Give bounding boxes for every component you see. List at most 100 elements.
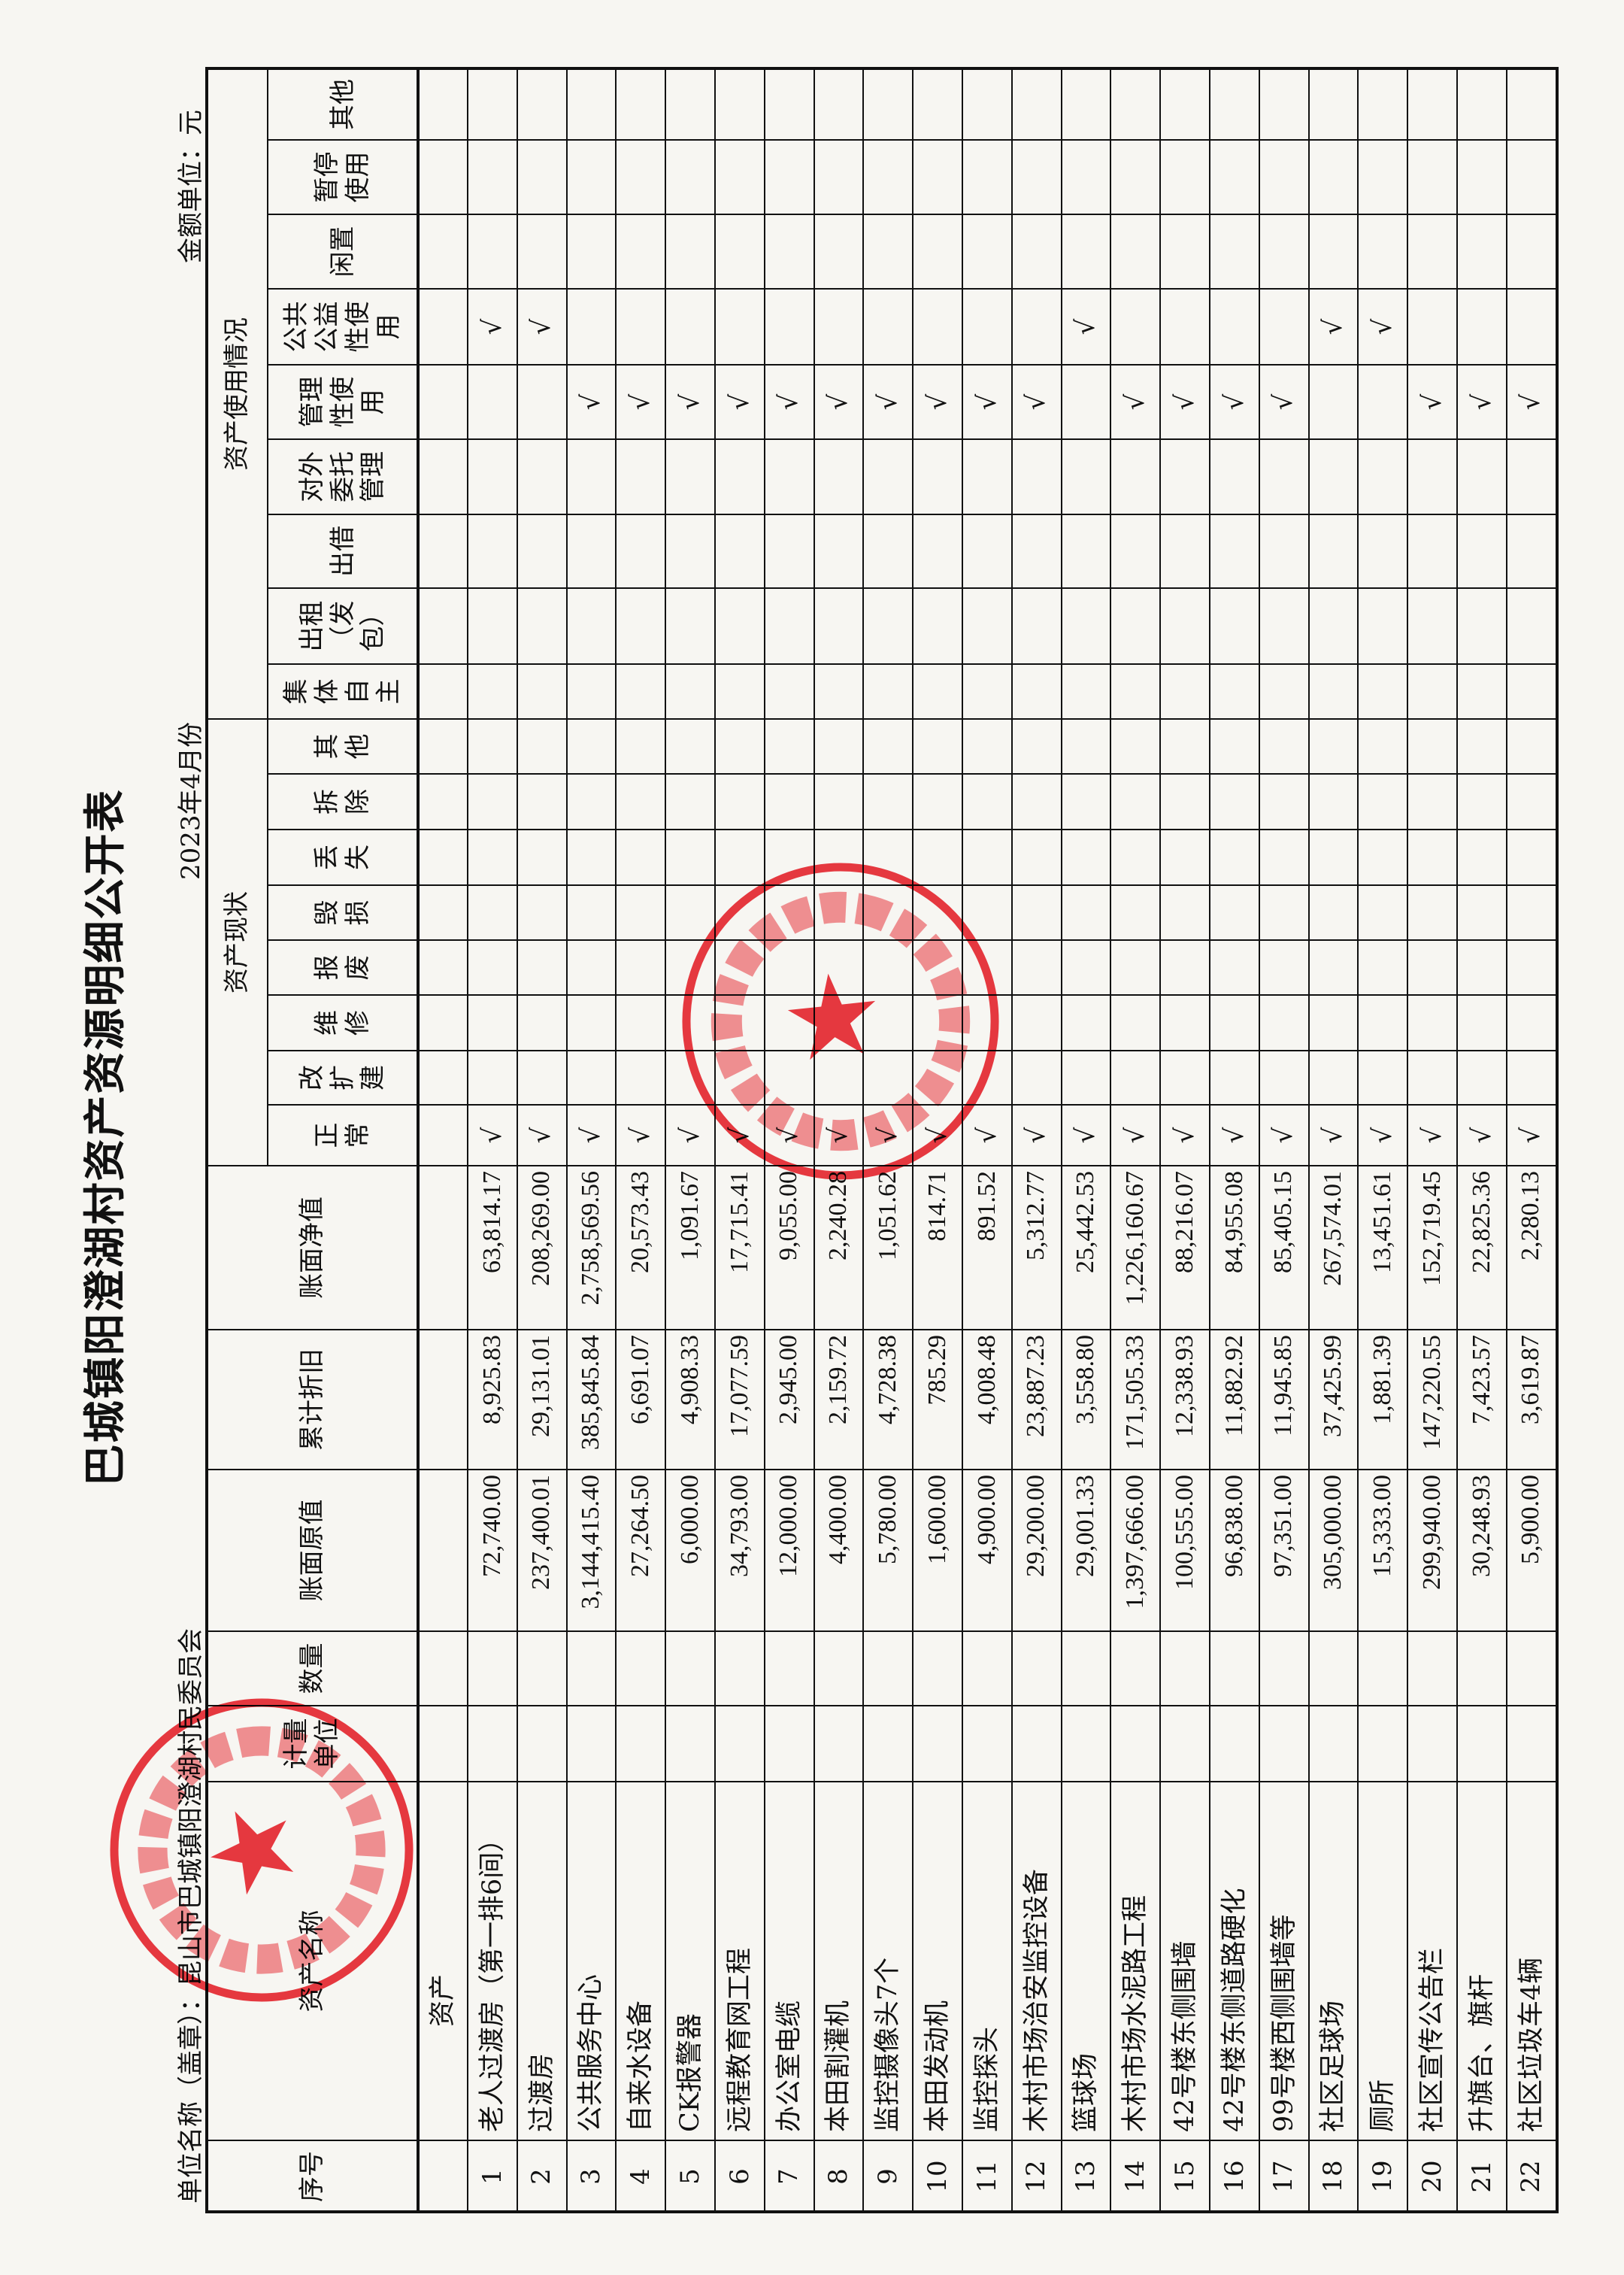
table-row-11-original-text: 4,900.00 bbox=[972, 1475, 1001, 1564]
table-row-10-usage-empty bbox=[914, 68, 963, 139]
category-row-name: 资产 bbox=[419, 1781, 468, 2140]
header-unit: 计量单位 bbox=[207, 1705, 419, 1781]
table-row-16-unit bbox=[1210, 1705, 1260, 1781]
table-row-1-original-text: 72,740.00 bbox=[477, 1475, 506, 1577]
header-depreciation: 累计折旧 bbox=[207, 1329, 419, 1469]
table-row-17-usage-empty bbox=[1259, 587, 1310, 663]
table-row-3-usage-empty bbox=[567, 68, 617, 139]
table-row-15-name-text: 42号楼东侧围墙 bbox=[1170, 1940, 1201, 2132]
table-row-22-seq: 22 bbox=[1507, 2140, 1557, 2212]
table-row-3-original: 3,144,415.40 bbox=[567, 1469, 617, 1630]
table-row-20-qty bbox=[1408, 1630, 1458, 1705]
table-row-11-usage-empty bbox=[963, 68, 1013, 139]
table-row-11-depreciation: 4,008.48 bbox=[963, 1329, 1013, 1469]
table-row-22-usage-empty bbox=[1507, 514, 1557, 587]
category-row-empty bbox=[419, 364, 468, 438]
table-row-6-depreciation: 17,077.59 bbox=[716, 1329, 765, 1469]
table-row-8-status-empty bbox=[814, 773, 865, 829]
category-row-empty bbox=[419, 1104, 468, 1165]
table-row-18-net-text: 267,574.01 bbox=[1319, 1171, 1347, 1286]
table-row-2-status-empty bbox=[517, 718, 568, 773]
table-row-9-seq: 9 bbox=[864, 2140, 914, 2212]
table-row-2-original-text: 237,400.01 bbox=[527, 1475, 556, 1590]
category-row-empty bbox=[419, 214, 468, 288]
table-row-16-net: 84,955.08 bbox=[1210, 1165, 1260, 1329]
table-row-22-status-empty bbox=[1507, 829, 1557, 884]
table-row-21-status-empty bbox=[1458, 718, 1507, 773]
table-row-19-name-text: 厕所 bbox=[1368, 2079, 1398, 2132]
table-row-17-usage-empty bbox=[1259, 438, 1310, 514]
table-row-15-usage-empty bbox=[1161, 587, 1210, 663]
table-row-9-status-empty bbox=[864, 773, 914, 829]
table-row-22-status-empty bbox=[1507, 1050, 1557, 1104]
table-row-7-status-empty bbox=[765, 994, 815, 1050]
category-row-empty bbox=[419, 2140, 468, 2212]
table-row-14-usage-check-text: √ bbox=[1120, 393, 1150, 411]
table-row-12-usage-empty bbox=[1012, 288, 1062, 364]
table-row-17-name-text: 99号楼西侧围墙等 bbox=[1268, 1914, 1299, 2132]
table-row-16-usage-empty bbox=[1210, 68, 1260, 139]
table-row-7-depreciation-text: 2,945.00 bbox=[774, 1335, 803, 1424]
table-row-17-original: 97,351.00 bbox=[1259, 1469, 1310, 1630]
table-row-18-usage-empty bbox=[1309, 139, 1359, 214]
table-row-9-usage-check-text: √ bbox=[872, 393, 903, 411]
table-row-6-original-text: 34,793.00 bbox=[725, 1475, 753, 1577]
table-row-6-usage-empty bbox=[716, 663, 765, 718]
table-row-11-status-empty bbox=[963, 773, 1013, 829]
table-row-21-usage-empty bbox=[1458, 288, 1507, 364]
table-row-3-qty bbox=[567, 1630, 617, 1705]
table-row-2-status-empty bbox=[517, 1050, 568, 1104]
table-row-14-seq: 14 bbox=[1111, 2140, 1162, 2212]
table-row-8-usage-empty bbox=[814, 514, 865, 587]
table-row-15-usage-empty bbox=[1161, 663, 1210, 718]
table-row-15-status-check: √ bbox=[1161, 1104, 1210, 1165]
table-row-21-usage-check-text: √ bbox=[1466, 393, 1497, 411]
table-row-4-status-empty bbox=[617, 718, 667, 773]
table-row-10-usage-check: √ bbox=[914, 364, 963, 438]
table-row-21-status-empty bbox=[1458, 994, 1507, 1050]
header-status-7-text: 其他 bbox=[312, 733, 373, 760]
table-row-6-seq: 6 bbox=[716, 2140, 765, 2212]
table-row-4-usage-empty bbox=[617, 288, 667, 364]
table-row-17-name: 99号楼西侧围墙等 bbox=[1259, 1781, 1310, 2140]
table-row-10-usage-empty bbox=[914, 438, 963, 514]
table-row-6-status-empty bbox=[716, 994, 765, 1050]
header-unit-text: 计量单位 bbox=[281, 1718, 342, 1770]
table-row-16-status-empty bbox=[1210, 718, 1260, 773]
table-row-15-status-empty bbox=[1161, 994, 1210, 1050]
table-row-5-qty bbox=[666, 1630, 716, 1705]
table-row-20-seq: 20 bbox=[1408, 2140, 1458, 2212]
table-row-5-seq-text: 5 bbox=[674, 2168, 705, 2185]
table-row-6-usage-check: √ bbox=[716, 364, 765, 438]
table-row-11-usage-check-text: √ bbox=[971, 393, 1002, 411]
table-row-9-usage-empty bbox=[864, 139, 914, 214]
table-row-16-status-empty bbox=[1210, 884, 1260, 939]
table-row-4-usage-empty bbox=[617, 438, 667, 514]
table-row-12-status-empty bbox=[1012, 1050, 1062, 1104]
table-row-7-seq: 7 bbox=[765, 2140, 815, 2212]
table-row-21-status-empty bbox=[1458, 773, 1507, 829]
table-row-9-usage-empty bbox=[864, 288, 914, 364]
table-row-15-status-empty bbox=[1161, 773, 1210, 829]
table-row-3-net: 2,758,569.56 bbox=[567, 1165, 617, 1329]
table-row-20-status-empty bbox=[1408, 884, 1458, 939]
table-row-14-usage-empty bbox=[1111, 68, 1162, 139]
table-row-21-status-check: √ bbox=[1458, 1104, 1507, 1165]
table-row-19-status-empty bbox=[1359, 939, 1409, 994]
table-row-6-original: 34,793.00 bbox=[716, 1469, 765, 1630]
header-usage-2-text: 出借 bbox=[327, 526, 358, 577]
table-row-2-status-empty bbox=[517, 939, 568, 994]
table-row-16-depreciation-text: 11,882.92 bbox=[1220, 1335, 1248, 1436]
table-row-15-usage-check-text: √ bbox=[1169, 393, 1200, 411]
table-row-14-unit bbox=[1111, 1705, 1162, 1781]
table-row-3-status-empty bbox=[567, 773, 617, 829]
table-row-5-depreciation-text: 4,908.33 bbox=[675, 1335, 704, 1424]
table-row-11-status-empty bbox=[963, 718, 1013, 773]
table-row-18-status-empty bbox=[1309, 994, 1359, 1050]
header-usage-5-text: 公共公益性使用 bbox=[281, 301, 404, 353]
table-row-13-usage-check-text: √ bbox=[1071, 318, 1101, 335]
table-row-7-status-check-text: √ bbox=[774, 1127, 804, 1144]
table-row-2-depreciation: 29,131.01 bbox=[517, 1329, 568, 1469]
table-row-21-name-text: 升旗台、旗杆 bbox=[1466, 1973, 1497, 2132]
table-row-13-status-check-text: √ bbox=[1071, 1127, 1101, 1144]
